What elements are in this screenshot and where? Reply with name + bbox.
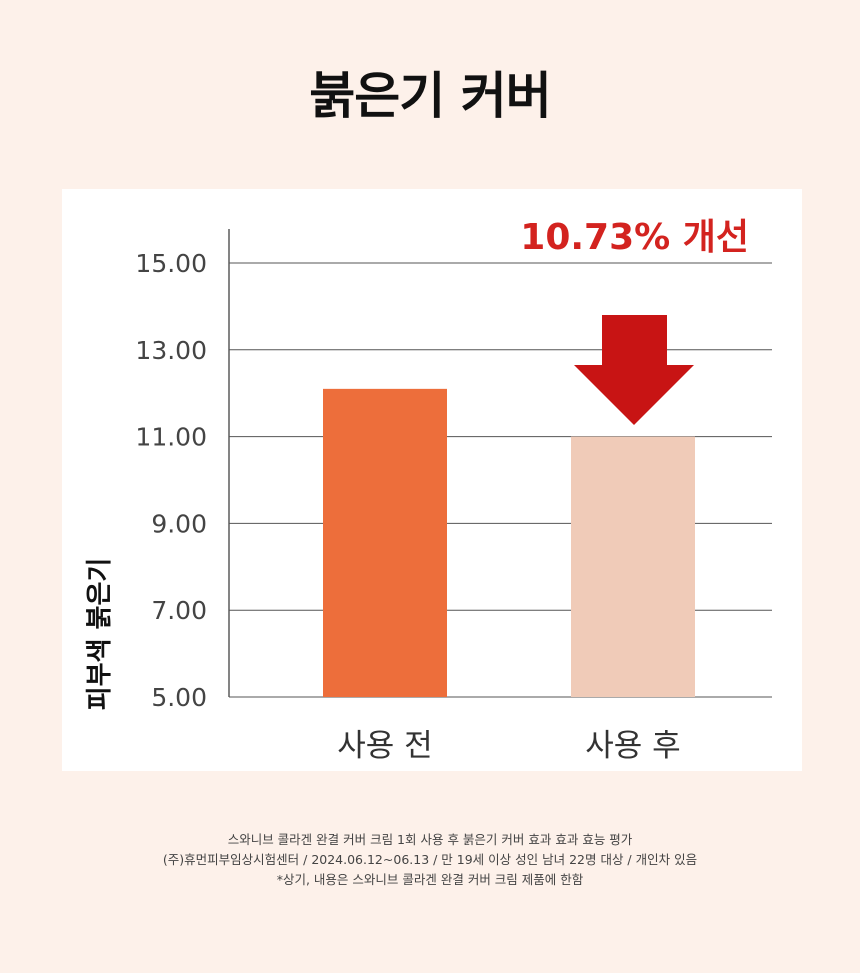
down-arrow-icon xyxy=(574,315,694,425)
footnote-line: *상기, 내용은 스와니브 콜라겐 완결 커버 크림 제품에 한함 xyxy=(276,872,584,887)
y-tick-label: 9.00 xyxy=(151,509,207,538)
improvement-annotation: 10.73% 개선 xyxy=(520,217,749,258)
x-category-label: 사용 전 xyxy=(337,728,432,764)
y-axis-label: 피부색 붉은기 xyxy=(85,558,115,711)
bar-before xyxy=(323,388,447,697)
page-title: 붉은기 커버 xyxy=(309,67,551,125)
y-tick-label: 11.00 xyxy=(135,423,207,452)
y-tick-label: 5.00 xyxy=(151,683,207,712)
y-tick-label: 7.00 xyxy=(151,596,207,625)
bar-after xyxy=(571,436,695,697)
footnote: 스와니브 콜라겐 완결 커버 크림 1회 사용 후 붉은기 커버 효과 효과 효… xyxy=(0,830,860,890)
y-tick-label: 15.00 xyxy=(135,249,207,278)
x-category-label: 사용 후 xyxy=(585,728,680,764)
footnote-line: (주)휴먼피부임상시험센터 / 2024.06.12~06.13 / 만 19세… xyxy=(162,852,698,867)
chart-card: 5.00 7.00 9.00 11.00 13.00 15.00 사용 전 사용 후 피부색 … xyxy=(62,189,802,771)
footnote-line: 스와니브 콜라겐 완결 커버 크림 1회 사용 후 붉은기 커버 효과 효과 효… xyxy=(227,832,633,847)
y-tick-label: 13.00 xyxy=(135,336,207,365)
bar-chart: 5.00 7.00 9.00 11.00 13.00 15.00 사용 전 사용 후 피부색 … xyxy=(85,217,772,764)
